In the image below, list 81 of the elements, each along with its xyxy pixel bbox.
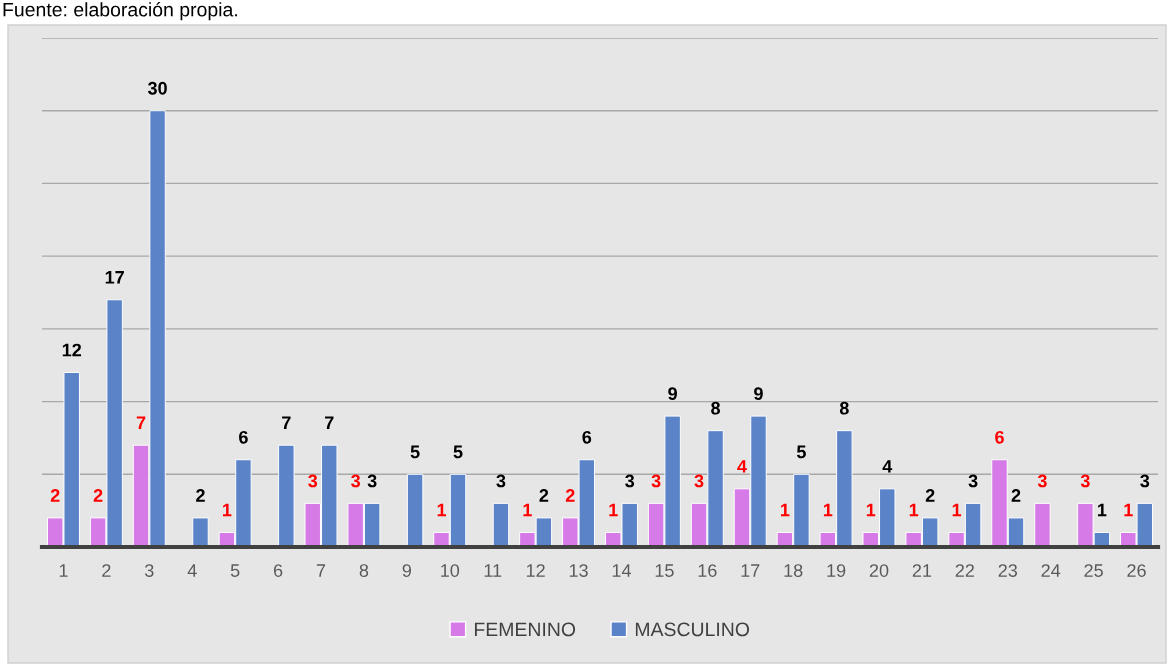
x-tick-label: 24 bbox=[1041, 564, 1061, 577]
data-label: 1 bbox=[866, 503, 876, 517]
x-tick-label: 5 bbox=[230, 564, 240, 577]
data-label: 1 bbox=[909, 503, 919, 517]
bar bbox=[278, 444, 295, 547]
x-tick-label: 8 bbox=[359, 564, 369, 577]
data-label: 7 bbox=[136, 416, 146, 429]
x-tick-label: 26 bbox=[1127, 564, 1146, 577]
data-label: 1 bbox=[523, 503, 532, 517]
x-tick-label: 17 bbox=[741, 564, 760, 577]
data-label: 2 bbox=[565, 489, 575, 502]
x-tick-label: 6 bbox=[273, 564, 283, 577]
legend-label: MASCULINO bbox=[635, 622, 750, 637]
bar bbox=[1034, 502, 1051, 547]
data-label: 5 bbox=[453, 445, 463, 459]
data-label: 5 bbox=[410, 445, 420, 459]
data-label: 3 bbox=[367, 474, 377, 488]
data-label: 1 bbox=[781, 503, 790, 517]
data-label: 9 bbox=[668, 387, 677, 401]
x-tick-label: 19 bbox=[827, 564, 846, 577]
data-label: 7 bbox=[325, 416, 334, 429]
x-tick-label: 7 bbox=[316, 564, 326, 577]
data-label: 3 bbox=[1037, 474, 1047, 488]
source-note: Fuente: elaboración propia. bbox=[3, 2, 237, 21]
data-label: 4 bbox=[882, 460, 893, 473]
data-label: 3 bbox=[968, 474, 978, 488]
data-label: 4 bbox=[737, 460, 747, 473]
x-tick-label: 18 bbox=[784, 564, 803, 577]
x-tick-label: 4 bbox=[187, 564, 197, 577]
data-label: 3 bbox=[625, 474, 635, 488]
data-label: 6 bbox=[239, 430, 248, 444]
x-tick-label: 9 bbox=[402, 564, 412, 577]
bar bbox=[406, 473, 424, 547]
data-label: 3 bbox=[351, 474, 361, 488]
bar bbox=[192, 517, 209, 547]
x-tick-label: 21 bbox=[912, 564, 932, 577]
data-label: 3 bbox=[1080, 474, 1090, 488]
x-tick-label: 1 bbox=[59, 564, 68, 577]
x-tick-label: 23 bbox=[998, 564, 1018, 577]
data-label: 1 bbox=[1124, 503, 1133, 517]
data-label: 6 bbox=[995, 430, 1004, 444]
data-label: 2 bbox=[539, 489, 549, 502]
data-label: 12 bbox=[62, 343, 82, 357]
legend-label: FEMENINO bbox=[474, 622, 576, 637]
data-label: 2 bbox=[196, 489, 205, 502]
data-label: 2 bbox=[50, 489, 60, 502]
data-label: 8 bbox=[839, 401, 849, 415]
data-label: 9 bbox=[754, 387, 763, 401]
x-tick-label: 11 bbox=[484, 564, 502, 577]
data-label: 8 bbox=[711, 401, 721, 415]
bar bbox=[492, 502, 510, 547]
data-label: 5 bbox=[796, 445, 806, 459]
data-label: 1 bbox=[823, 503, 833, 517]
data-label: 1 bbox=[609, 503, 618, 517]
data-label: 1 bbox=[952, 503, 962, 517]
data-label: 3 bbox=[308, 474, 318, 488]
data-label: 30 bbox=[147, 81, 167, 95]
data-label: 3 bbox=[496, 474, 506, 488]
data-label: 3 bbox=[1140, 474, 1150, 488]
x-tick-label: 15 bbox=[655, 564, 674, 577]
data-label: 1 bbox=[437, 503, 447, 517]
data-label: 2 bbox=[1011, 489, 1021, 502]
x-tick-label: 3 bbox=[144, 564, 154, 577]
x-tick-label: 14 bbox=[612, 564, 631, 577]
x-tick-label: 25 bbox=[1084, 564, 1103, 577]
data-label: 1 bbox=[1097, 503, 1107, 517]
data-label: 6 bbox=[582, 430, 592, 444]
data-label: 3 bbox=[694, 474, 704, 488]
x-tick-label: 10 bbox=[441, 564, 460, 577]
data-label: 2 bbox=[925, 489, 935, 502]
data-label: 17 bbox=[105, 271, 124, 284]
x-tick-label: 2 bbox=[102, 564, 111, 577]
data-label: 2 bbox=[93, 489, 103, 502]
x-tick-label: 13 bbox=[569, 564, 588, 577]
data-label: 1 bbox=[223, 503, 232, 517]
data-label: 7 bbox=[282, 416, 291, 429]
x-tick-label: 20 bbox=[869, 564, 889, 577]
data-label: 3 bbox=[651, 474, 661, 488]
x-tick-label: 22 bbox=[955, 564, 974, 577]
x-tick-label: 16 bbox=[698, 564, 717, 577]
x-tick-label: 12 bbox=[526, 564, 545, 577]
